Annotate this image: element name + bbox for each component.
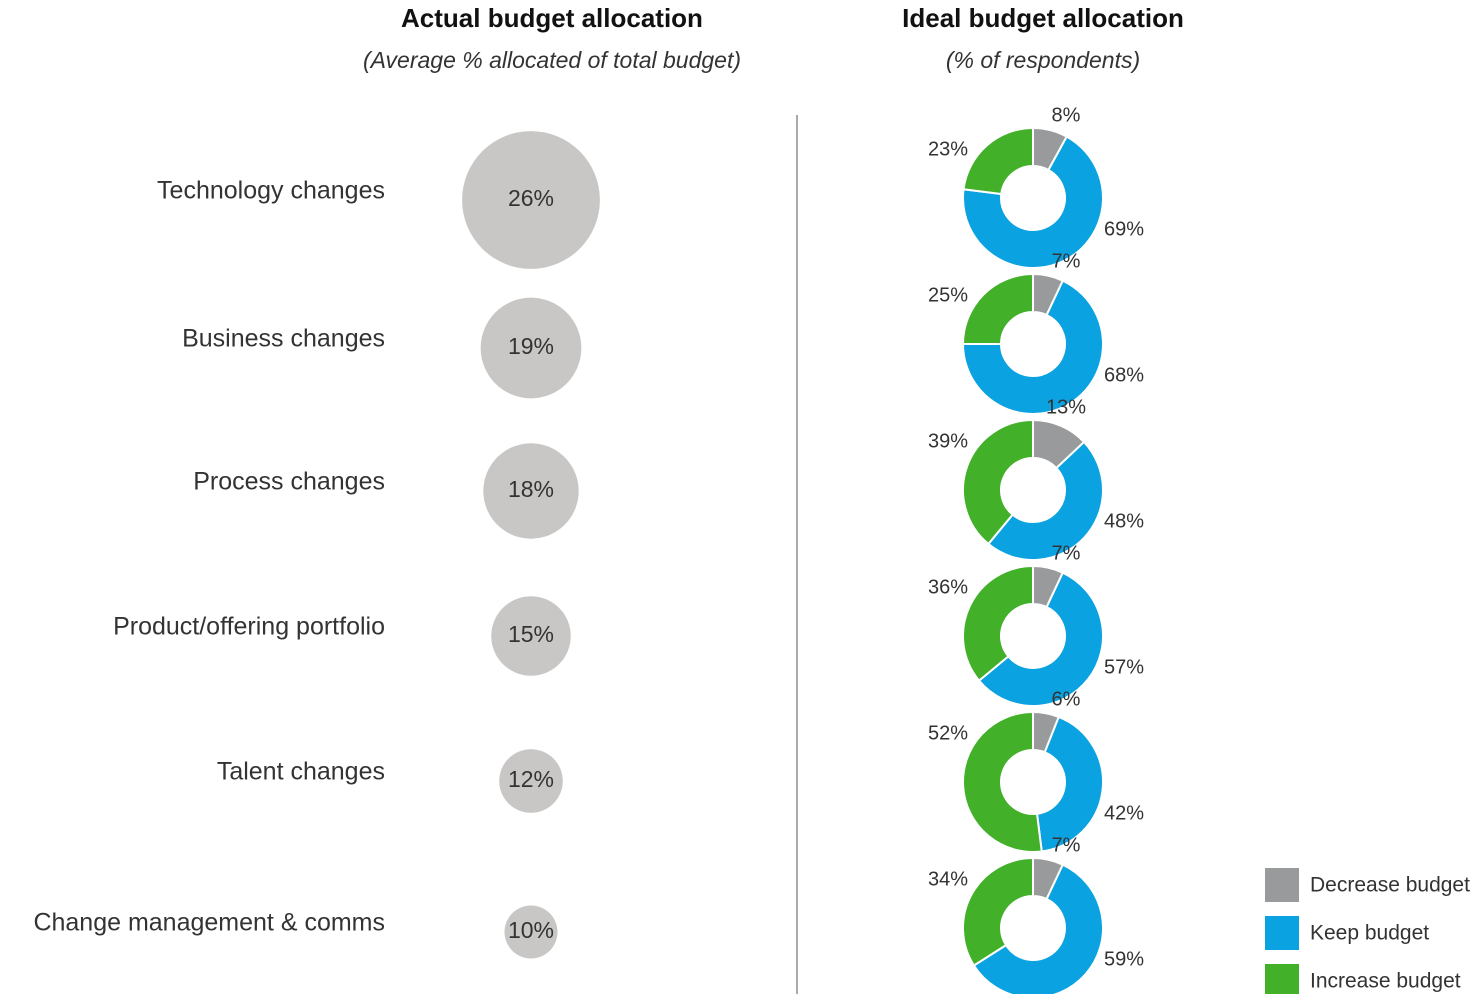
legend-label: Keep budget xyxy=(1310,922,1429,945)
data-label: 15% xyxy=(508,621,554,647)
data-label: 13% xyxy=(1046,396,1086,418)
data-label: 36% xyxy=(928,576,968,598)
data-label: 7% xyxy=(1052,834,1081,856)
data-label: 68% xyxy=(1104,364,1144,386)
legend-swatch xyxy=(1265,964,1299,994)
donut-segment xyxy=(1035,715,1104,853)
donut-segment xyxy=(972,863,1104,994)
category-label: Business changes xyxy=(182,325,385,353)
data-label: 57% xyxy=(1104,656,1144,678)
donut-segment xyxy=(961,279,1104,415)
chart-title: Ideal budget allocation xyxy=(902,3,1184,33)
data-label: 7% xyxy=(1052,250,1081,272)
donut-segment xyxy=(962,564,1034,683)
legend-label: Decrease budget xyxy=(1310,874,1470,897)
data-label: 10% xyxy=(508,917,554,943)
legend-label: Increase budget xyxy=(1310,970,1461,993)
data-label: 23% xyxy=(928,138,968,160)
donut-segment xyxy=(962,126,1034,196)
chart-subtitle: (Average % allocated of total budget) xyxy=(363,47,741,73)
chart-subtitle: (% of respondents) xyxy=(946,47,1140,73)
legend-swatch xyxy=(1265,916,1299,950)
donut-segment xyxy=(986,440,1104,562)
donut-segment xyxy=(962,135,1104,269)
donut-segment xyxy=(962,418,1034,546)
category-label: Process changes xyxy=(193,468,385,496)
data-label: 39% xyxy=(928,430,968,452)
bubble xyxy=(499,749,563,813)
data-label: 18% xyxy=(508,476,554,502)
data-label: 6% xyxy=(1052,688,1081,710)
donut-segment xyxy=(962,710,1043,853)
category-label: Product/offering portfolio xyxy=(113,613,385,641)
data-label: 42% xyxy=(1104,802,1144,824)
data-label: 19% xyxy=(508,333,554,359)
data-label: 26% xyxy=(508,185,554,211)
bubble xyxy=(491,596,571,676)
data-label: 34% xyxy=(928,868,968,890)
data-label: 7% xyxy=(1052,542,1081,564)
data-label: 59% xyxy=(1104,948,1144,970)
donut-segment xyxy=(977,571,1104,707)
category-label: Talent changes xyxy=(217,758,385,786)
legend-swatch xyxy=(1265,868,1299,902)
bubble xyxy=(483,443,579,539)
bubble xyxy=(480,297,582,399)
donut-segment xyxy=(961,272,1034,345)
data-label: 25% xyxy=(928,284,968,306)
data-label: 48% xyxy=(1104,510,1144,532)
data-label: 12% xyxy=(508,766,554,792)
donut-segment xyxy=(962,856,1034,967)
data-label: 8% xyxy=(1052,104,1081,126)
bubble xyxy=(504,905,558,959)
data-label: 52% xyxy=(928,722,968,744)
bubble xyxy=(462,131,600,269)
data-label: 69% xyxy=(1104,218,1144,240)
category-label: Change management & comms xyxy=(33,909,385,937)
category-label: Technology changes xyxy=(157,177,385,205)
chart-title: Actual budget allocation xyxy=(401,3,703,33)
